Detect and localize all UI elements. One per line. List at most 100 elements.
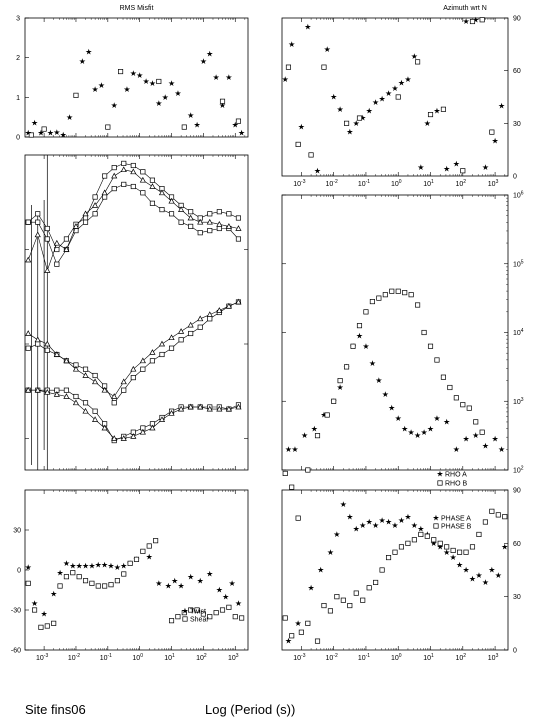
impedance-point	[92, 372, 98, 379]
rotation-point	[226, 604, 232, 610]
rms-point: ★	[238, 129, 245, 138]
rotation-point: ★	[107, 562, 114, 571]
y-tick-label: 0	[17, 568, 21, 575]
impedance-point	[63, 387, 69, 393]
impedance-point	[178, 206, 185, 212]
rotation-point: ★	[76, 562, 83, 571]
rms-point: ★	[136, 71, 143, 80]
legend-marker-phase-b	[433, 523, 439, 529]
phase-point	[314, 638, 321, 644]
rho-point: ★	[443, 417, 450, 426]
impedance-point	[111, 393, 118, 399]
impedance-point	[168, 409, 175, 416]
rho-point	[453, 395, 459, 401]
phase-point: ★	[295, 619, 302, 628]
y-tick-label: 0	[513, 648, 517, 655]
phase-point	[463, 549, 469, 555]
impedance-point	[140, 190, 146, 196]
rms-point: ★	[130, 69, 137, 78]
rho-point	[466, 405, 472, 411]
impedance-point	[130, 365, 137, 372]
impedance-point	[206, 311, 213, 317]
phase-point: ★	[450, 553, 457, 562]
impedance-point	[149, 358, 155, 364]
azimuth-point: ★	[359, 114, 366, 123]
impedance-point	[54, 261, 60, 267]
rho-point	[447, 384, 453, 391]
impedance-point	[235, 215, 241, 221]
impedance-point	[53, 391, 60, 397]
y-tick-label: 104	[513, 328, 524, 337]
rotation-point: ★	[82, 562, 89, 571]
impedance-point	[225, 405, 232, 412]
phase-point	[424, 533, 430, 539]
azimuth-point	[295, 141, 301, 147]
azimuth-point	[460, 168, 466, 174]
impedance-point	[111, 165, 117, 171]
rotation-point: ★	[88, 562, 95, 571]
y-tick-label: 103	[513, 397, 524, 406]
impedance-point	[25, 330, 32, 336]
impedance-point	[197, 324, 203, 330]
rotation-point: ★	[187, 572, 194, 581]
impedance-point	[216, 405, 223, 412]
rms-point: ★	[219, 101, 226, 110]
azimuth-point	[395, 94, 401, 100]
rms-point: ★	[225, 73, 232, 82]
rho-point: ★	[362, 342, 369, 351]
impedance-point	[188, 330, 194, 337]
impedance-point	[72, 223, 80, 229]
impedance-point	[149, 349, 156, 355]
legend-label-shear: Shear	[190, 617, 209, 624]
rho-point: ★	[320, 411, 327, 420]
rotation-point	[194, 607, 200, 613]
x-tick-label: 100	[132, 653, 143, 662]
rho-point: ★	[462, 435, 469, 444]
azimuth-point: ★	[453, 159, 460, 168]
impedance-point	[35, 211, 41, 217]
rho-point	[479, 429, 485, 435]
impedance-point	[25, 345, 31, 351]
phase-point: ★	[346, 512, 353, 521]
rotation-point: ★	[50, 590, 57, 599]
x-tick-label: 101	[423, 179, 434, 188]
impedance-point	[158, 416, 166, 422]
impedance-point	[235, 225, 242, 231]
rms-point: ★	[123, 85, 130, 94]
rho-point	[395, 288, 401, 294]
x-tick-label: 101	[164, 653, 175, 662]
phase-point: ★	[327, 548, 334, 557]
rotation-point	[102, 583, 108, 589]
rms-point: ★	[168, 79, 175, 88]
impedance-point	[168, 345, 175, 351]
impedance-curve	[28, 301, 239, 404]
phase-point	[431, 537, 437, 543]
azimuth-point: ★	[346, 128, 353, 137]
azimuth-point: ★	[337, 105, 344, 114]
rms-point	[73, 92, 79, 98]
rho-point	[376, 295, 382, 301]
impedance-point	[34, 386, 41, 393]
x-tick-label: 103	[488, 179, 499, 188]
impedance-point	[25, 256, 32, 263]
impedance-point	[82, 372, 89, 378]
rotation-point	[51, 620, 57, 626]
rms-point: ★	[142, 77, 149, 86]
impedance-point	[121, 160, 127, 166]
rho-point: ★	[311, 424, 318, 433]
impedance-point	[91, 416, 99, 422]
impedance-point	[139, 176, 146, 183]
phase-point	[392, 549, 398, 555]
impedance-point	[111, 435, 118, 441]
rms-point: ★	[232, 121, 239, 130]
azimuth-point: ★	[304, 22, 311, 31]
impedance-point	[225, 223, 232, 229]
rho-point: ★	[388, 404, 395, 413]
rotation-point	[133, 556, 140, 562]
phase-point: ★	[353, 525, 360, 534]
impedance-point	[121, 387, 127, 393]
x-tick-label: 10-3	[293, 653, 305, 662]
rho-point: ★	[433, 414, 440, 423]
azimuth-point: ★	[424, 119, 431, 128]
impedance-point	[178, 328, 185, 334]
